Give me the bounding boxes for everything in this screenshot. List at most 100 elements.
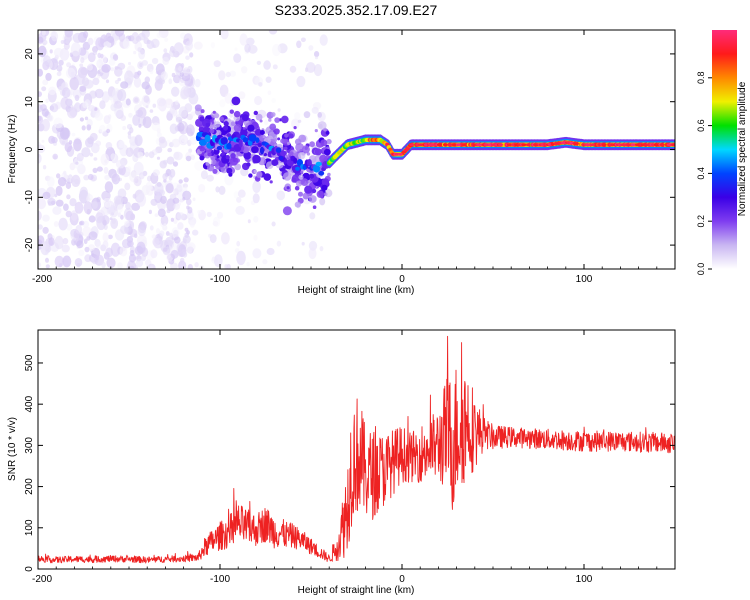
spectrogram-cell: [237, 134, 242, 139]
spectrogram-cell: [210, 42, 215, 49]
spectrogram-cell: [159, 230, 165, 237]
spectrogram-cell: [80, 57, 85, 64]
spectrogram-cell: [298, 191, 303, 197]
spectrogram-cell: [41, 39, 48, 46]
spectrogram-cell: [79, 63, 84, 68]
spectrogram-cell: [58, 59, 64, 66]
spectrogram-cell: [207, 164, 215, 172]
spectrogram-cell: [173, 203, 180, 210]
spectrogram-cell: [264, 119, 269, 126]
spectrogram-cell: [253, 216, 259, 223]
spectrogram-cell: [229, 109, 234, 114]
spectrogram-cell: [254, 128, 262, 136]
spectrogram-cell: [120, 81, 129, 89]
spectrogram-cell: [461, 143, 467, 147]
spectrogram-cell: [156, 156, 161, 160]
spectrogram-cell: [107, 36, 115, 43]
spectrogram-cell: [218, 70, 226, 81]
spectrogram-cell: [169, 232, 173, 238]
spectrogram-cell: [111, 173, 121, 185]
spectrogram-cell: [58, 217, 68, 231]
spectrogram-cell: [247, 124, 255, 132]
spectrogram-cell: [160, 71, 168, 81]
spectrogram-cell: [242, 127, 246, 131]
spectrogram-cell: [525, 143, 531, 147]
spectrogram-cell: [152, 103, 157, 108]
spectrogram-cell: [153, 182, 164, 196]
spectrogram-cell: [276, 240, 282, 247]
spectrogram-cell: [287, 141, 291, 146]
spectrogram-cell: [54, 255, 64, 268]
colorbar-tick-label: 0.0: [696, 263, 706, 276]
spectrogram-cell: [38, 198, 46, 210]
spectrogram-cell: [152, 237, 160, 247]
spectrogram-xtick-label: 100: [576, 274, 593, 285]
spectrogram-cell: [66, 223, 73, 231]
spectrogram-cell: [630, 143, 636, 147]
spectrogram-cell: [169, 48, 177, 58]
spectrogram-cell: [109, 217, 113, 221]
spectrogram-cell: [256, 60, 262, 65]
snr-ytick-label: 400: [24, 395, 35, 412]
spectrogram-cell: [268, 118, 272, 122]
spectrogram-cell: [41, 139, 45, 143]
spectrogram-cell: [92, 77, 100, 86]
spectrogram-cell: [257, 142, 262, 148]
snr-series-line: [38, 335, 675, 564]
spectrogram-cell: [182, 251, 188, 258]
spectrogram-cell: [225, 155, 230, 160]
spectrogram-cell: [314, 51, 320, 58]
spectrogram-cell: [308, 195, 317, 203]
spectrogram-cell: [298, 174, 304, 180]
spectrogram-cell: [601, 143, 607, 147]
spectrogram-cell: [309, 212, 316, 220]
spectrogram-cell: [152, 44, 156, 48]
spectrogram-cell: [274, 117, 280, 123]
spectrogram-cell: [198, 183, 206, 193]
spectrogram-cell: [229, 70, 236, 77]
spectrogram-cell: [319, 197, 326, 206]
spectrogram-cell: [320, 128, 330, 137]
spectrogram-cell: [303, 111, 311, 119]
spectrogram-cell: [164, 37, 169, 42]
spectrogram-cell: [296, 40, 302, 49]
spectrogram-cell: [442, 143, 448, 147]
snr-ytick-label: 100: [24, 519, 35, 536]
spectrogram-cell: [101, 91, 110, 103]
spectrogram-cell: [132, 96, 140, 104]
spectrogram-cell: [38, 68, 43, 77]
spectrogram-cell: [45, 72, 52, 81]
spectrogram-cell: [185, 243, 193, 254]
spectrogram-cell: [231, 96, 241, 106]
spectrogram-cell: [197, 209, 202, 215]
spectrogram-cell: [199, 155, 205, 161]
spectrogram-cell: [216, 146, 223, 151]
spectrogram-cell: [246, 261, 250, 267]
spectrogram-cell: [100, 153, 110, 166]
spectrogram-cell: [219, 116, 225, 122]
spectrogram-cell: [259, 119, 263, 123]
spectrogram-cell: [300, 178, 309, 187]
spectrogram-xtick-label: 0: [399, 274, 405, 285]
spectrogram-cell: [397, 152, 403, 156]
spectrogram-cell: [253, 169, 258, 174]
spectrogram-cell: [75, 224, 83, 234]
spectrogram-cell: [38, 262, 42, 268]
colorbar-tick-label: 0.4: [696, 167, 706, 180]
spectrogram-cell: [145, 181, 153, 192]
spectrogram-cell: [268, 30, 278, 35]
snr-ylabel: SNR (10 * v/v): [7, 417, 18, 481]
spectrogram-cell: [192, 229, 199, 236]
spectrogram-cell: [316, 190, 324, 198]
spectrogram-cell: [269, 123, 277, 131]
spectrogram-cell: [149, 69, 154, 75]
spectrogram-cell: [38, 210, 42, 221]
spectrogram-cell: [47, 197, 56, 206]
spectrogram-cell: [114, 79, 119, 85]
colorbar-label: Normalized spectral amplitude: [737, 81, 748, 216]
spectrogram-cell: [133, 50, 137, 55]
spectrogram-cell: [104, 174, 110, 181]
spectrogram-cell: [132, 193, 137, 199]
